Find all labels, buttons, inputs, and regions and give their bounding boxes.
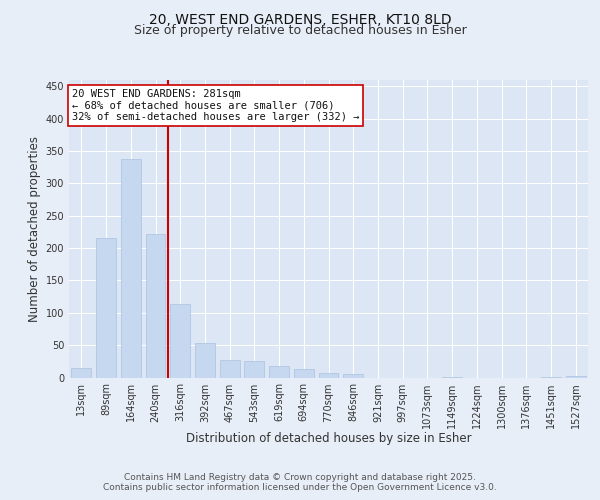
Bar: [71, 368, 91, 378]
Bar: [541, 377, 561, 378]
Bar: [343, 374, 363, 378]
Y-axis label: Number of detached properties: Number of detached properties: [28, 136, 41, 322]
Text: Contains public sector information licensed under the Open Government Licence v3: Contains public sector information licen…: [103, 484, 497, 492]
Bar: [269, 366, 289, 378]
Bar: [195, 342, 215, 378]
Bar: [220, 360, 239, 378]
Bar: [566, 376, 586, 378]
Text: Contains HM Land Registry data © Crown copyright and database right 2025.: Contains HM Land Registry data © Crown c…: [124, 472, 476, 482]
Bar: [442, 377, 462, 378]
Bar: [294, 369, 314, 378]
Bar: [146, 234, 166, 378]
Text: Size of property relative to detached houses in Esher: Size of property relative to detached ho…: [134, 24, 466, 37]
Bar: [244, 362, 264, 378]
Bar: [96, 238, 116, 378]
Bar: [319, 373, 338, 378]
Bar: [121, 159, 140, 378]
Text: 20, WEST END GARDENS, ESHER, KT10 8LD: 20, WEST END GARDENS, ESHER, KT10 8LD: [149, 12, 451, 26]
Bar: [170, 304, 190, 378]
Text: 20 WEST END GARDENS: 281sqm
← 68% of detached houses are smaller (706)
32% of se: 20 WEST END GARDENS: 281sqm ← 68% of det…: [71, 89, 359, 122]
X-axis label: Distribution of detached houses by size in Esher: Distribution of detached houses by size …: [185, 432, 472, 445]
